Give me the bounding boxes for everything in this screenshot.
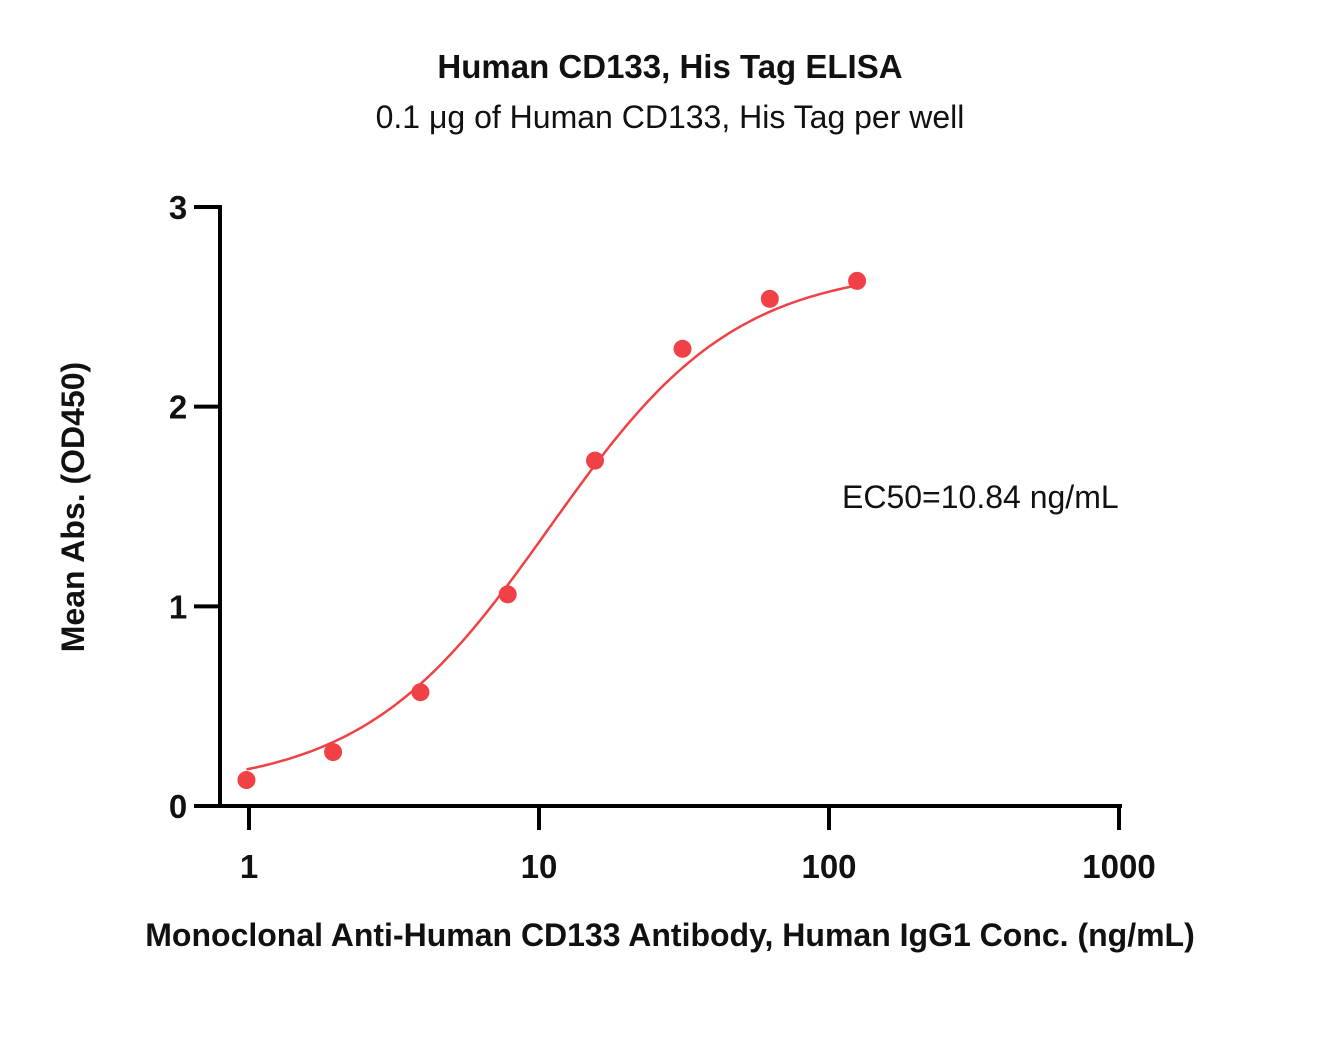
x-tick-label-3: 1000 [1082,848,1155,885]
data-point-2 [411,683,430,702]
y-tick-label-2: 2 [169,389,187,426]
y-axis-label: Mean Abs. (OD450) [55,362,91,652]
data-point-7 [848,271,867,290]
x-tick-label-1: 10 [521,848,558,885]
data-point-1 [324,743,343,762]
ec50-annotation: EC50=10.84 ng/mL [842,479,1119,515]
chart-title: Human CD133, His Tag ELISA [437,48,903,85]
x-tick-label-0: 1 [240,848,258,885]
y-tick-label-1: 1 [169,588,187,625]
data-point-4 [586,451,605,470]
data-point-0 [237,771,256,790]
x-axis-label: Monoclonal Anti-Human CD133 Antibody, Hu… [145,917,1194,953]
axes [194,205,1122,808]
data-point-5 [673,339,692,358]
y-tick-label-0: 0 [169,788,187,825]
fit-curve [246,284,858,771]
y-tick-label-3: 3 [169,189,187,226]
x-tick-label-2: 100 [801,848,856,885]
chart-subtitle: 0.1 μg of Human CD133, His Tag per well [375,99,965,135]
ticks: 1 10 100 1000 0 1 2 3 [169,189,1156,885]
data-points [237,271,867,790]
data-point-6 [760,289,779,308]
data-point-3 [498,585,517,604]
